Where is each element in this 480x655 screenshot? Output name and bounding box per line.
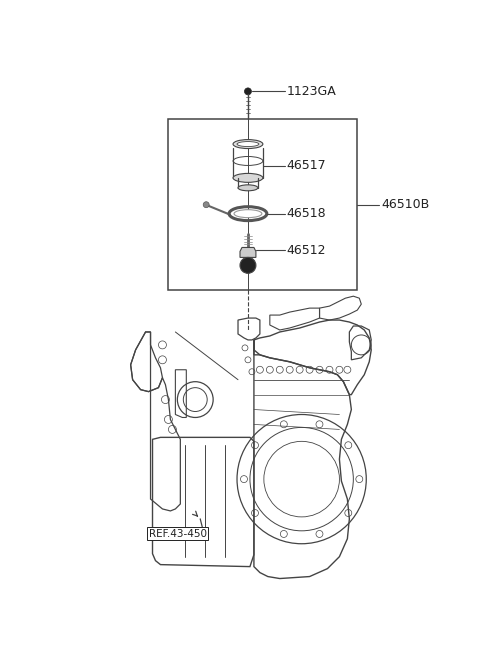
Text: 46510B: 46510B <box>381 198 430 211</box>
Circle shape <box>240 257 256 273</box>
Text: 1123GA: 1123GA <box>287 85 336 98</box>
Ellipse shape <box>233 174 263 182</box>
Text: 46517: 46517 <box>287 159 326 172</box>
Ellipse shape <box>238 185 258 191</box>
Ellipse shape <box>233 140 263 149</box>
Text: REF.43-450: REF.43-450 <box>148 529 206 539</box>
Ellipse shape <box>237 141 259 147</box>
Bar <box>168 119 357 290</box>
Text: 46518: 46518 <box>287 207 326 220</box>
Ellipse shape <box>234 210 262 217</box>
Circle shape <box>244 88 252 95</box>
Text: 46512: 46512 <box>287 244 326 257</box>
Circle shape <box>203 202 209 208</box>
Polygon shape <box>240 248 256 257</box>
